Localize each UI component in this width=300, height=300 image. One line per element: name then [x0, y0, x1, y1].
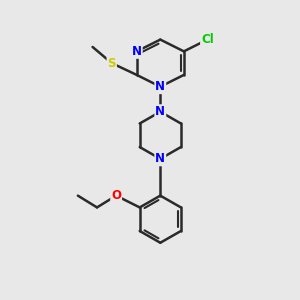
Text: O: O [111, 189, 121, 202]
Text: S: S [107, 57, 116, 70]
Text: N: N [155, 152, 165, 165]
Text: N: N [155, 105, 165, 118]
Text: Cl: Cl [201, 33, 214, 46]
Text: N: N [132, 45, 142, 58]
Text: N: N [155, 80, 165, 93]
